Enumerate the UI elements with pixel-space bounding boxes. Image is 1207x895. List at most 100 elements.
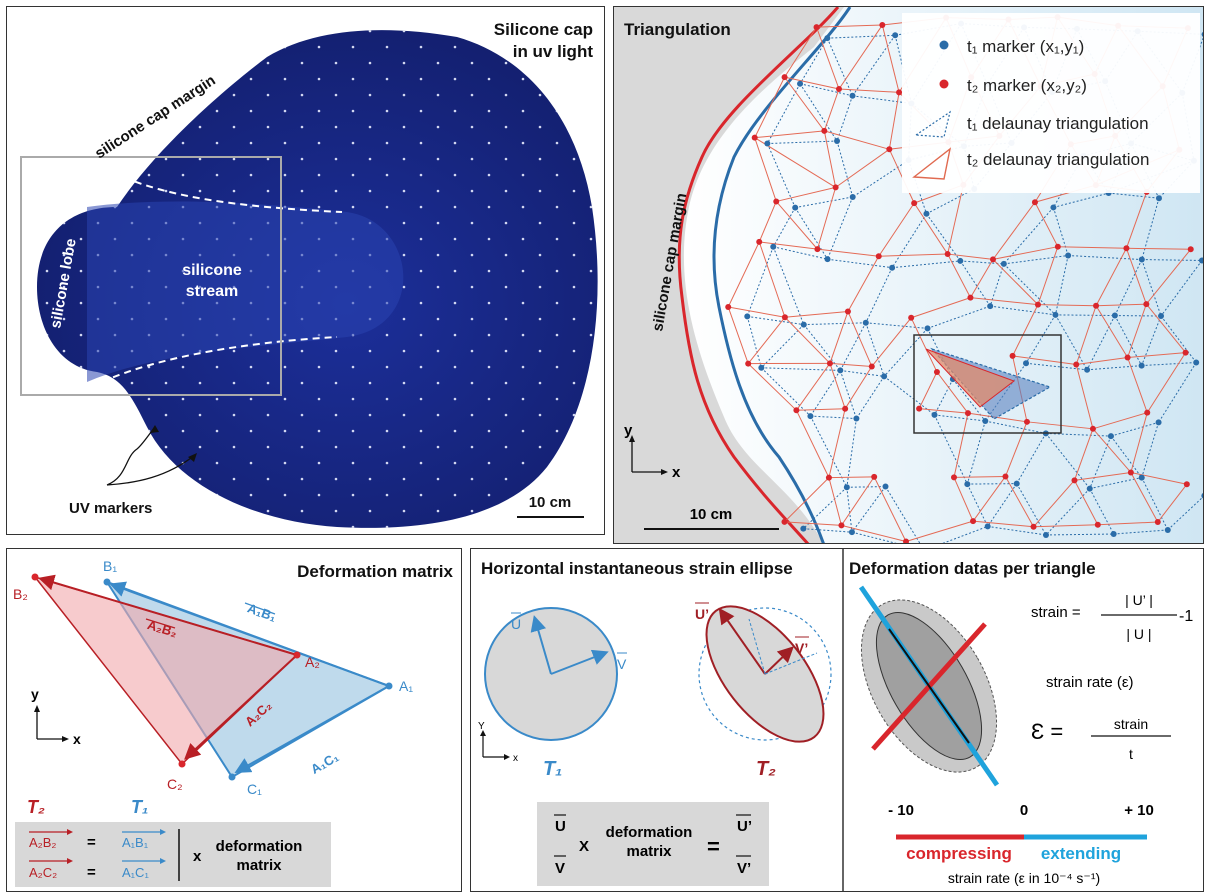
t2-marker: [871, 473, 878, 480]
mesh-edge: [888, 149, 915, 204]
mesh-edge: [926, 213, 961, 262]
mesh-edge: [827, 34, 896, 39]
t2-marker: [844, 308, 851, 315]
t2-marker: [990, 256, 997, 263]
t1-marker: [923, 210, 930, 217]
datas-title: Deformation datas per triangle: [849, 559, 1096, 578]
vector-a1b1: A₁B₁: [246, 600, 279, 624]
eq-times: x: [193, 848, 202, 865]
mesh-edge: [910, 317, 938, 373]
mesh-edge: [1130, 412, 1148, 473]
mesh-edge: [1141, 315, 1162, 366]
vector-a1c1: A₁C₁: [308, 749, 341, 777]
mesh-edge: [881, 24, 900, 93]
mesh-edge: [947, 184, 964, 255]
mesh-edge: [1113, 529, 1168, 535]
t2-marker: [1030, 523, 1037, 530]
mesh-edge: [847, 256, 880, 312]
mesh-edge: [1005, 476, 1034, 528]
t1-marker: [931, 411, 938, 418]
t2-marker: [1054, 243, 1061, 250]
t2-marker: [826, 360, 833, 367]
silicone-stream-area: [87, 201, 404, 382]
mesh-edge: [905, 520, 974, 542]
mesh-edge: [970, 297, 1039, 306]
strain-figure: Horizontal instantaneous strain ellipse …: [478, 549, 1193, 891]
legend-t1-tri-icon: [914, 110, 951, 138]
mesh-edge: [934, 378, 954, 416]
t2-marker: [1143, 301, 1150, 308]
mesh-edge: [1045, 488, 1091, 536]
mesh-edge: [1016, 433, 1047, 484]
mesh-edge: [1033, 480, 1075, 528]
mesh-edge: [784, 477, 830, 523]
t2-marker: [903, 538, 910, 543]
point-b2: B₂: [13, 586, 28, 602]
mesh-edge: [761, 367, 841, 371]
t2-marker: [1073, 361, 1080, 368]
mesh-edge: [829, 362, 872, 367]
t1-marker: [770, 243, 777, 250]
t1-marker: [824, 256, 831, 263]
t1-marker: [1138, 362, 1145, 369]
t1-marker: [1164, 526, 1171, 533]
t2-marker: [886, 146, 893, 153]
mesh-edge: [839, 322, 867, 371]
axis-x-d: x: [513, 753, 518, 764]
eq-u-prime: U’: [737, 818, 752, 835]
ellipse-eq-box: [537, 802, 769, 886]
t1-marker: [807, 413, 814, 420]
t1-marker: [800, 525, 807, 532]
mesh-edge: [1076, 357, 1128, 366]
t2-marker: [1124, 354, 1131, 361]
mesh-edge: [992, 201, 1036, 260]
t1-marker: [1201, 31, 1203, 37]
mesh-edge: [841, 476, 875, 526]
mesh-edge: [947, 253, 971, 298]
mesh-edge: [1127, 352, 1186, 359]
mesh-edge: [816, 26, 840, 90]
mesh-edge: [766, 83, 801, 144]
mesh-edge: [919, 408, 969, 414]
axis-y-d: Y: [478, 721, 485, 732]
mesh-edge: [1057, 246, 1127, 249]
t1-marker: [843, 484, 850, 491]
mesh-edge: [1126, 247, 1191, 250]
mesh-edge: [1127, 357, 1148, 413]
eq-times-d: X: [579, 838, 589, 855]
tick-max: + 10: [1124, 802, 1154, 819]
mesh-edge: [1141, 362, 1197, 367]
mesh-edge: [918, 371, 938, 409]
t2-marker: [1123, 245, 1130, 252]
mesh-edge: [838, 88, 900, 93]
mesh-edge: [1055, 314, 1088, 371]
mesh-edge: [913, 202, 949, 255]
mesh-edge: [973, 520, 1034, 528]
mesh-edge: [865, 322, 885, 377]
t2-marker: [875, 253, 882, 260]
mesh-edge: [799, 83, 838, 142]
t2-marker: [835, 86, 842, 93]
mesh-edge: [987, 483, 1018, 527]
legend-t1-marker-icon: [939, 40, 949, 50]
mesh-edge: [1089, 477, 1142, 490]
mesh-edge: [746, 246, 774, 317]
mesh-edge: [727, 241, 760, 308]
t1-marker: [1000, 260, 1007, 267]
t2-marker: [951, 474, 958, 481]
t2-marker: [1093, 302, 1100, 309]
mesh-edge: [1160, 315, 1197, 363]
mesh-edge: [847, 311, 873, 367]
t1-marker: [1138, 474, 1145, 481]
t2-marker: [1002, 473, 1009, 480]
label-t1: T₁: [543, 758, 562, 780]
cap-photo: Silicone cap in uv light silicone cap ma…: [20, 20, 598, 528]
rate-numerator: strain: [1114, 716, 1148, 732]
mesh-edge: [851, 486, 886, 533]
mesh-edge: [1097, 521, 1158, 526]
mesh-edge: [747, 316, 786, 364]
t2-marker: [911, 200, 918, 207]
mesh-edge: [1068, 254, 1142, 261]
mesh-edge: [828, 476, 875, 479]
t1-marker: [987, 303, 994, 310]
